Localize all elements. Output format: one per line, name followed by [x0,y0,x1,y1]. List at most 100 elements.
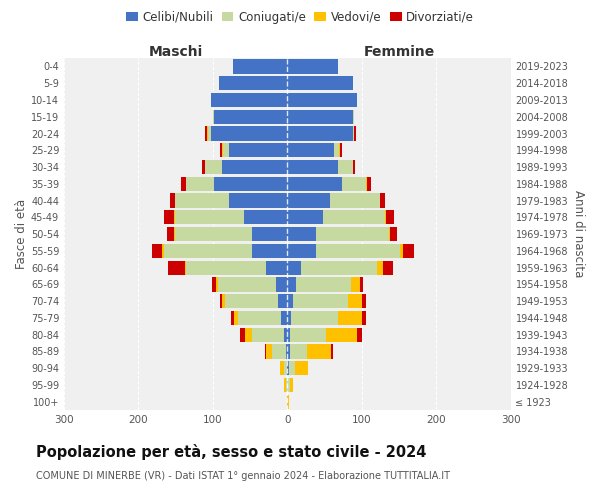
Bar [359,278,363,291]
Bar [225,294,278,308]
Y-axis label: Anni di nascita: Anni di nascita [572,190,585,278]
Bar [229,143,287,158]
Bar [338,311,362,325]
Bar [357,328,362,342]
Legend: Celibi/Nubili, Coniugati/e, Vedovi/e, Divorziati/e: Celibi/Nubili, Coniugati/e, Vedovi/e, Di… [121,6,479,28]
Bar [350,278,359,291]
Bar [251,227,287,241]
Bar [287,378,290,392]
Bar [164,210,174,224]
Bar [316,227,389,241]
Bar [353,160,355,174]
Bar [281,311,287,325]
Bar [253,328,284,342]
Bar [218,278,276,291]
Bar [220,294,222,308]
Bar [152,244,162,258]
Bar [241,328,245,342]
Bar [291,311,338,325]
Bar [380,194,385,207]
Bar [222,294,225,308]
Bar [390,227,397,241]
Bar [181,176,186,191]
Bar [287,311,291,325]
Bar [287,210,323,224]
Bar [208,126,211,140]
Bar [383,260,393,275]
Bar [287,60,338,74]
Bar [353,126,354,140]
Bar [162,244,164,258]
Bar [287,344,290,358]
Bar [211,93,287,107]
Bar [186,176,214,191]
Bar [287,394,289,409]
Bar [287,160,338,174]
Bar [233,60,287,74]
Bar [290,328,326,342]
Bar [167,227,174,241]
Bar [334,143,340,158]
Bar [287,294,293,308]
Bar [170,194,175,207]
Bar [340,143,341,158]
Bar [287,110,353,124]
Bar [295,361,308,376]
Bar [362,294,366,308]
Bar [338,160,353,174]
Bar [211,126,287,140]
Bar [174,210,175,224]
Bar [220,143,222,158]
Bar [287,244,316,258]
Bar [385,210,386,224]
Bar [286,378,287,392]
Bar [287,126,353,140]
Bar [316,244,400,258]
Bar [347,294,362,308]
Bar [287,328,290,342]
Bar [286,344,287,358]
Bar [265,344,266,358]
Bar [287,143,334,158]
Bar [205,126,207,140]
Bar [223,143,229,158]
Bar [214,176,287,191]
Bar [266,260,287,275]
Bar [175,194,229,207]
Y-axis label: Fasce di età: Fasce di età [15,199,28,269]
Bar [266,344,272,358]
Text: Maschi: Maschi [149,45,203,59]
Bar [205,160,222,174]
Bar [202,160,205,174]
Bar [403,244,414,258]
Bar [284,361,287,376]
Bar [216,278,218,291]
Bar [326,328,357,342]
Bar [287,361,289,376]
Bar [284,378,286,392]
Bar [389,227,390,241]
Bar [229,194,287,207]
Bar [287,76,353,90]
Bar [331,344,333,358]
Bar [362,311,366,325]
Bar [222,143,223,158]
Bar [238,311,281,325]
Bar [212,278,216,291]
Bar [207,126,208,140]
Bar [272,344,286,358]
Text: COMUNE DI MINERBE (VR) - Dati ISTAT 1° gennaio 2024 - Elaborazione TUTTITALIA.IT: COMUNE DI MINERBE (VR) - Dati ISTAT 1° g… [36,471,450,481]
Bar [331,194,380,207]
Bar [175,210,244,224]
Bar [222,160,287,174]
Text: Popolazione per età, sesso e stato civile - 2024: Popolazione per età, sesso e stato civil… [36,444,427,460]
Bar [290,378,293,392]
Bar [232,311,234,325]
Bar [168,260,185,275]
Bar [287,176,341,191]
Bar [293,294,347,308]
Bar [175,227,251,241]
Bar [185,260,186,275]
Bar [251,244,287,258]
Bar [307,344,331,358]
